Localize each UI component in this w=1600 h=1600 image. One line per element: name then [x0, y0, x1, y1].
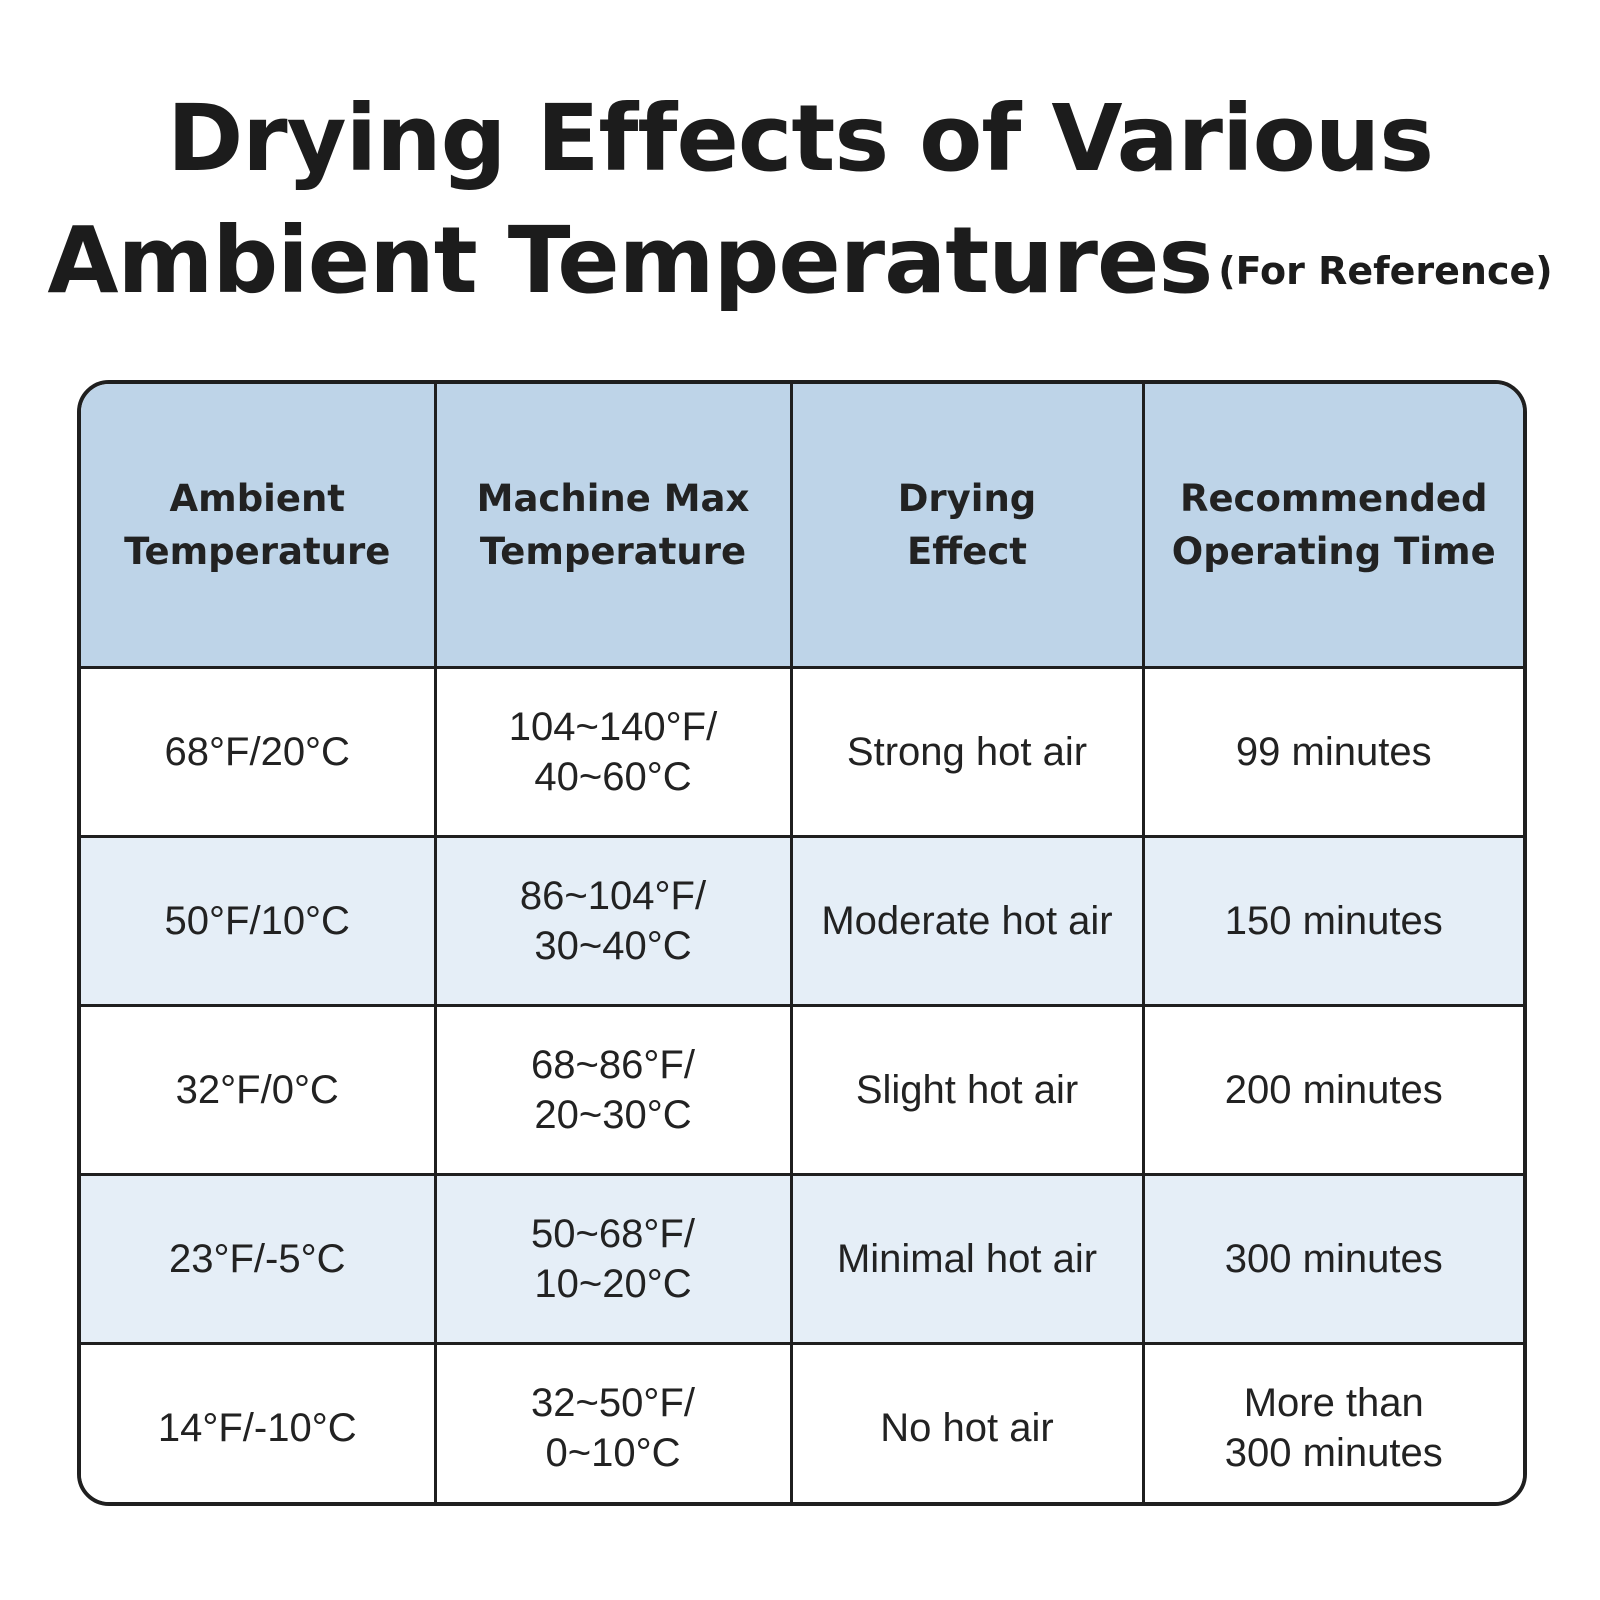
cell-operating-time: 200 minutes: [1141, 1004, 1523, 1176]
header-recommended-operating-time: Recommended Operating Time: [1141, 384, 1523, 669]
cell-ambient-temperature: 68°F/20°C: [81, 666, 437, 838]
title-line-2-wrap: Ambient Temperatures (For Reference): [0, 200, 1600, 332]
table-row: 50°F/10°C 86~104°F/ 30~40°C Moderate hot…: [81, 835, 1523, 1007]
header-machine-max-temperature: Machine Max Temperature: [433, 384, 793, 669]
title-subtitle: (For Reference): [1218, 249, 1553, 293]
cell-ambient-temperature: 32°F/0°C: [81, 1004, 437, 1176]
table-row: 14°F/-10°C 32~50°F/ 0~10°C No hot air Mo…: [81, 1342, 1523, 1502]
cell-operating-time: 300 minutes: [1141, 1173, 1523, 1345]
header-ambient-temperature: Ambient Temperature: [81, 384, 437, 669]
drying-effects-table: Ambient Temperature Machine Max Temperat…: [81, 384, 1523, 1502]
cell-drying-effect: Minimal hot air: [789, 1173, 1145, 1345]
cell-drying-effect: Moderate hot air: [789, 835, 1145, 1007]
title-line-2: Ambient Temperatures: [47, 207, 1213, 314]
table-row: 32°F/0°C 68~86°F/ 20~30°C Slight hot air…: [81, 1004, 1523, 1176]
page-title: Drying Effects of Various Ambient Temper…: [0, 78, 1600, 332]
cell-drying-effect: No hot air: [789, 1342, 1145, 1502]
title-line-1: Drying Effects of Various: [166, 85, 1434, 192]
cell-machine-max-temperature: 86~104°F/ 30~40°C: [433, 835, 793, 1007]
table-row: 23°F/-5°C 50~68°F/ 10~20°C Minimal hot a…: [81, 1173, 1523, 1345]
table-header-row: Ambient Temperature Machine Max Temperat…: [81, 384, 1523, 669]
cell-drying-effect: Strong hot air: [789, 666, 1145, 838]
cell-ambient-temperature: 23°F/-5°C: [81, 1173, 437, 1345]
cell-operating-time: 150 minutes: [1141, 835, 1523, 1007]
header-drying-effect: Drying Effect: [789, 384, 1145, 669]
cell-machine-max-temperature: 50~68°F/ 10~20°C: [433, 1173, 793, 1345]
cell-operating-time: More than 300 minutes: [1141, 1342, 1523, 1502]
cell-ambient-temperature: 50°F/10°C: [81, 835, 437, 1007]
cell-machine-max-temperature: 68~86°F/ 20~30°C: [433, 1004, 793, 1176]
drying-table-container: Ambient Temperature Machine Max Temperat…: [77, 380, 1527, 1506]
cell-operating-time: 99 minutes: [1141, 666, 1523, 838]
cell-drying-effect: Slight hot air: [789, 1004, 1145, 1176]
cell-machine-max-temperature: 32~50°F/ 0~10°C: [433, 1342, 793, 1502]
table-row: 68°F/20°C 104~140°F/ 40~60°C Strong hot …: [81, 666, 1523, 838]
cell-machine-max-temperature: 104~140°F/ 40~60°C: [433, 666, 793, 838]
cell-ambient-temperature: 14°F/-10°C: [81, 1342, 437, 1502]
